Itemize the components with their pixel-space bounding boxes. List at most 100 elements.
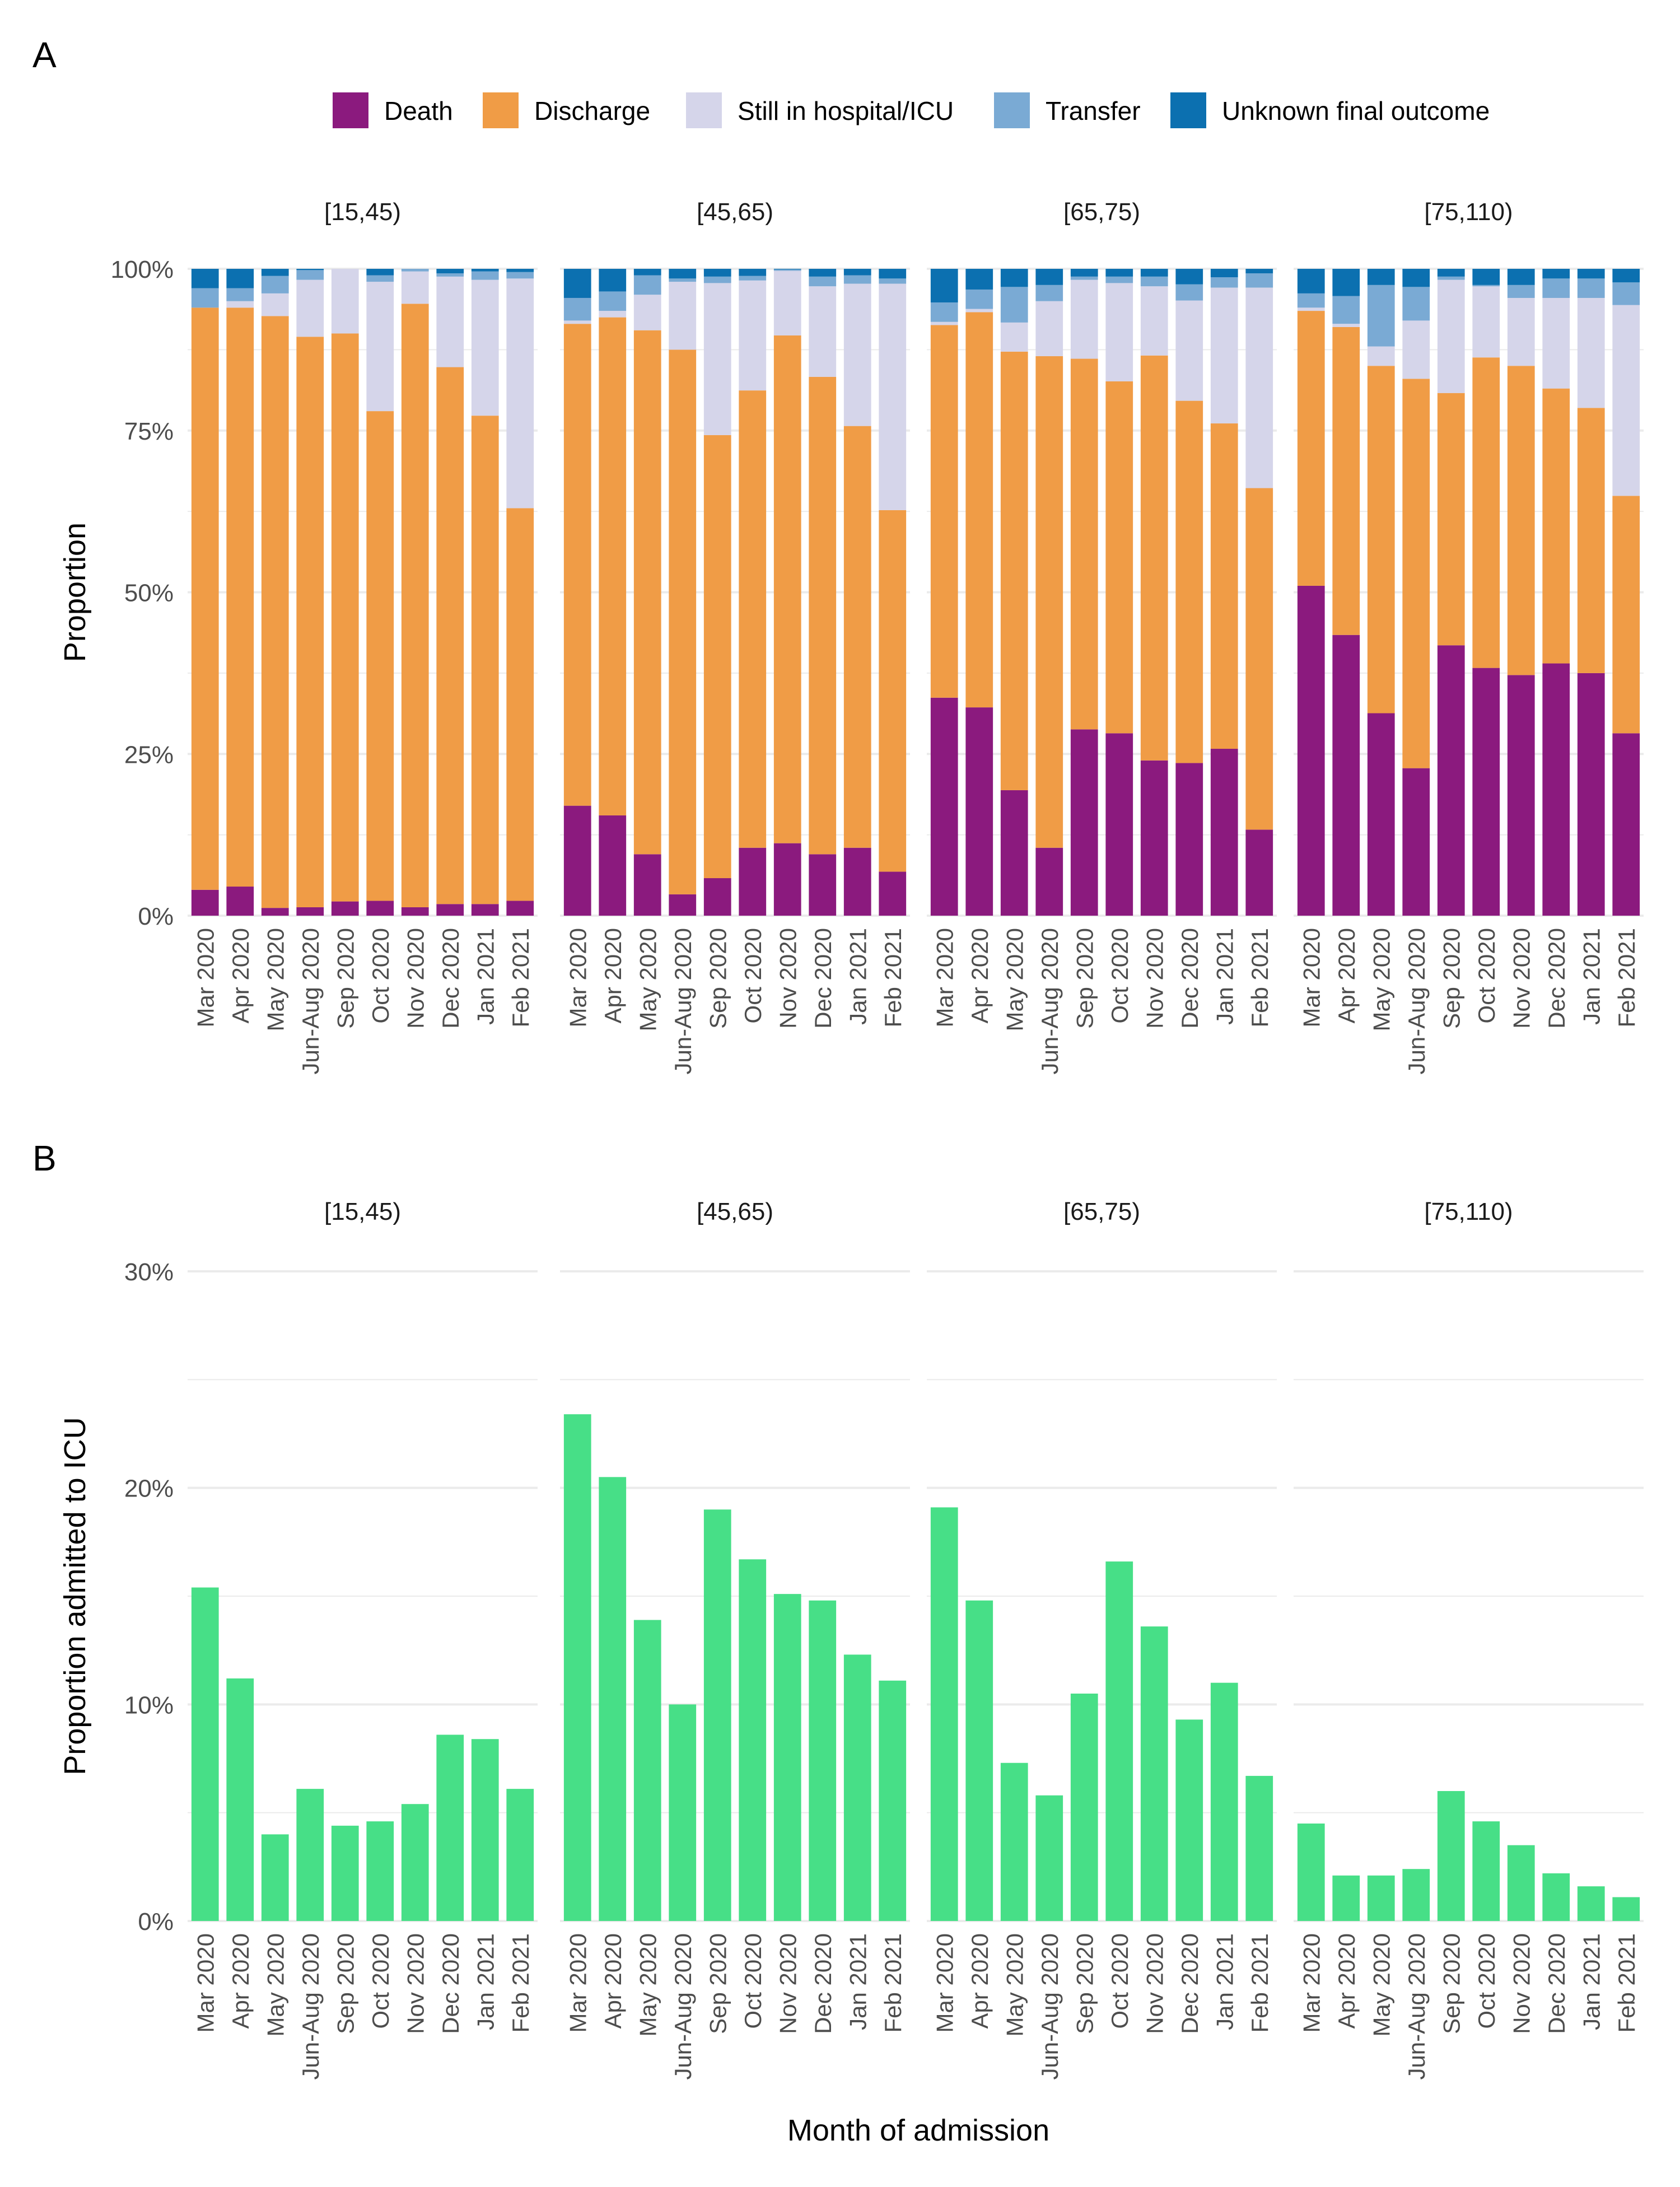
panel-a-bar-discharge [1245, 488, 1273, 830]
panel-b-bar-icu [1367, 1875, 1395, 1921]
panel-a-bar-death [226, 887, 254, 916]
panel-a-bar-discharge [1577, 408, 1605, 673]
panel-a-bar-death [965, 707, 993, 916]
legend-item-death-label: Death [384, 96, 453, 125]
panel-b-bar-icu [471, 1739, 499, 1921]
panel-b-bar-icu [773, 1594, 801, 1921]
panel-label-b: B [32, 1138, 57, 1178]
panel-a-bar-death [1070, 729, 1098, 916]
panel-a-bar-unknown-final-outcome [1542, 269, 1570, 279]
panel-a-bar-death [1577, 673, 1605, 916]
panel-b-bar-icu [1577, 1886, 1605, 1921]
panel-a-xtick-label: Sep 2020 [1071, 928, 1098, 1029]
panel-a-bar-death [843, 847, 871, 916]
panel-a-bar-death [879, 871, 907, 916]
panel-a-bar-discharge [809, 376, 837, 855]
panel-a-bar-discharge [1035, 356, 1063, 848]
panel-b-facet-label: [75,110) [1424, 1198, 1513, 1225]
panel-b-bar-icu [191, 1587, 219, 1921]
panel-a-bar-discharge [1332, 327, 1360, 635]
panel-a-bar-discharge [296, 337, 324, 907]
panel-a-bar-discharge [930, 325, 958, 698]
panel-b-xtick-label: Dec 2020 [1543, 1933, 1570, 2034]
panel-a-bar-transfer [669, 278, 697, 282]
panel-b-xtick-label: Mar 2020 [192, 1933, 218, 2032]
panel-a-xtick-label: May 2020 [262, 928, 288, 1031]
panel-a-bar-still-in-hospital-icu [226, 301, 254, 308]
panel-a-bar-unknown-final-outcome [563, 269, 591, 298]
panel-a-bar-death [930, 697, 958, 916]
panel-a-xtick-label: Mar 2020 [192, 928, 218, 1027]
panel-a-xtick-label: Oct 2020 [740, 928, 766, 1023]
panel-b-xtick-label: Dec 2020 [1177, 1933, 1203, 2034]
panel-b-bar-icu [1402, 1869, 1430, 1921]
panel-a-bar-transfer [599, 291, 627, 311]
panel-a-bar-still-in-hospital-icu [401, 271, 429, 304]
panel-a-bar-transfer [809, 276, 837, 287]
panel-a-facet-0: [15,45) Mar 2020 Apr 2020 May 2020 Jun-Aug 2… [188, 198, 538, 1075]
panel-a-xtick-label: Feb 2021 [507, 928, 534, 1027]
panel-b-bar-icu [1245, 1775, 1273, 1921]
panel-a-xtick-label: Feb 2021 [1247, 928, 1273, 1027]
panel-a-bar-transfer [1612, 282, 1640, 305]
panel-a-xtick-label: Oct 2020 [1107, 928, 1133, 1023]
panel-a-bar-death [1507, 675, 1535, 916]
panel-a-bar-still-in-hospital-icu [703, 283, 731, 435]
panel-a-bar-unknown-final-outcome [879, 269, 907, 279]
panel-a-bar-unknown-final-outcome [703, 269, 731, 277]
panel-a-bar-still-in-hospital-icu [1542, 297, 1570, 389]
panel-a-bar-still-in-hospital-icu [1140, 286, 1168, 356]
panel-b-xtick-label: Apr 2020 [1333, 1933, 1360, 2029]
panel-a-bar-unknown-final-outcome [1332, 269, 1360, 296]
panel-b-bar-icu [965, 1600, 993, 1921]
panel-b-xtick-label: Oct 2020 [740, 1933, 766, 2029]
legend-item-discharge-swatch [483, 92, 519, 128]
panel-a-xtick-label: Jan 2021 [472, 928, 498, 1025]
panel-a-bar-still-in-hospital-icu [1367, 346, 1395, 366]
panel-a-bar-unknown-final-outcome [1245, 269, 1273, 274]
panel-a-ytick-label: 75% [124, 418, 174, 445]
panel-b-xtick-label: Feb 2021 [880, 1933, 906, 2032]
panel-a-bar-unknown-final-outcome [843, 269, 871, 276]
panel-b-xtick-label: Jun-Aug 2020 [670, 1933, 696, 2080]
panel-a-ytick-label: 0% [138, 903, 174, 930]
panel-a-bar-discharge [331, 333, 359, 902]
panel-a-bar-transfer [226, 288, 254, 301]
panel-a-bar-death [1035, 847, 1063, 916]
panel-a-bar-discharge [1105, 381, 1133, 734]
panel-a-bar-transfer [1507, 285, 1535, 298]
panel-a-bar-death [1612, 733, 1640, 916]
panel-a-bar-still-in-hospital-icu [1577, 297, 1605, 408]
panel-b-ytick-label: 0% [138, 1908, 174, 1936]
panel-a-bar-discharge [703, 435, 731, 879]
panel-a-xtick-label: Sep 2020 [332, 928, 358, 1029]
panel-a-bar-still-in-hospital-icu [296, 279, 324, 337]
panel-a-bar-discharge [1472, 357, 1500, 668]
panel-a-xtick-label: Sep 2020 [704, 928, 731, 1029]
panel-a-bar-transfer [739, 276, 767, 281]
panel-a-bar-death [599, 815, 627, 916]
panel-a-bar-discharge [1542, 388, 1570, 664]
panel-a-bar-transfer [261, 276, 289, 293]
panel-a-bar-still-in-hospital-icu [1507, 297, 1535, 366]
panel-b-bar-icu [401, 1804, 429, 1921]
panel-a-bar-unknown-final-outcome [1507, 269, 1535, 285]
panel-a-bar-still-in-hospital-icu [436, 276, 464, 367]
panel-a-bar-discharge [471, 416, 499, 904]
panel-a-bar-transfer [401, 269, 429, 272]
panel-a-bar-discharge [1367, 366, 1395, 714]
panel-b-xtick-label: Apr 2020 [600, 1933, 626, 2029]
panel-a-bar-death [1472, 668, 1500, 916]
panel-a-bar-unknown-final-outcome [1612, 269, 1640, 283]
panel-b-xtick-label: May 2020 [1001, 1933, 1028, 2036]
panel-a-xtick-label: Jun-Aug 2020 [1037, 928, 1063, 1075]
panel-a-bar-still-in-hospital-icu [633, 295, 661, 330]
panel-a-bar-transfer [1105, 276, 1133, 283]
panel-a-bar-death [1332, 635, 1360, 916]
panel-a-bar-still-in-hospital-icu [1612, 305, 1640, 496]
panel-b-xtick-label: Nov 2020 [774, 1933, 801, 2034]
legend-item-death-swatch [333, 92, 368, 128]
panel-b-bar-icu [296, 1789, 324, 1921]
panel-a-bar-transfer [703, 276, 731, 283]
panel-a-xtick-label: Jun-Aug 2020 [670, 928, 696, 1075]
